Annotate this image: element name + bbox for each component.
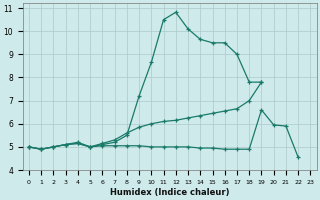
X-axis label: Humidex (Indice chaleur): Humidex (Indice chaleur) (110, 188, 229, 197)
